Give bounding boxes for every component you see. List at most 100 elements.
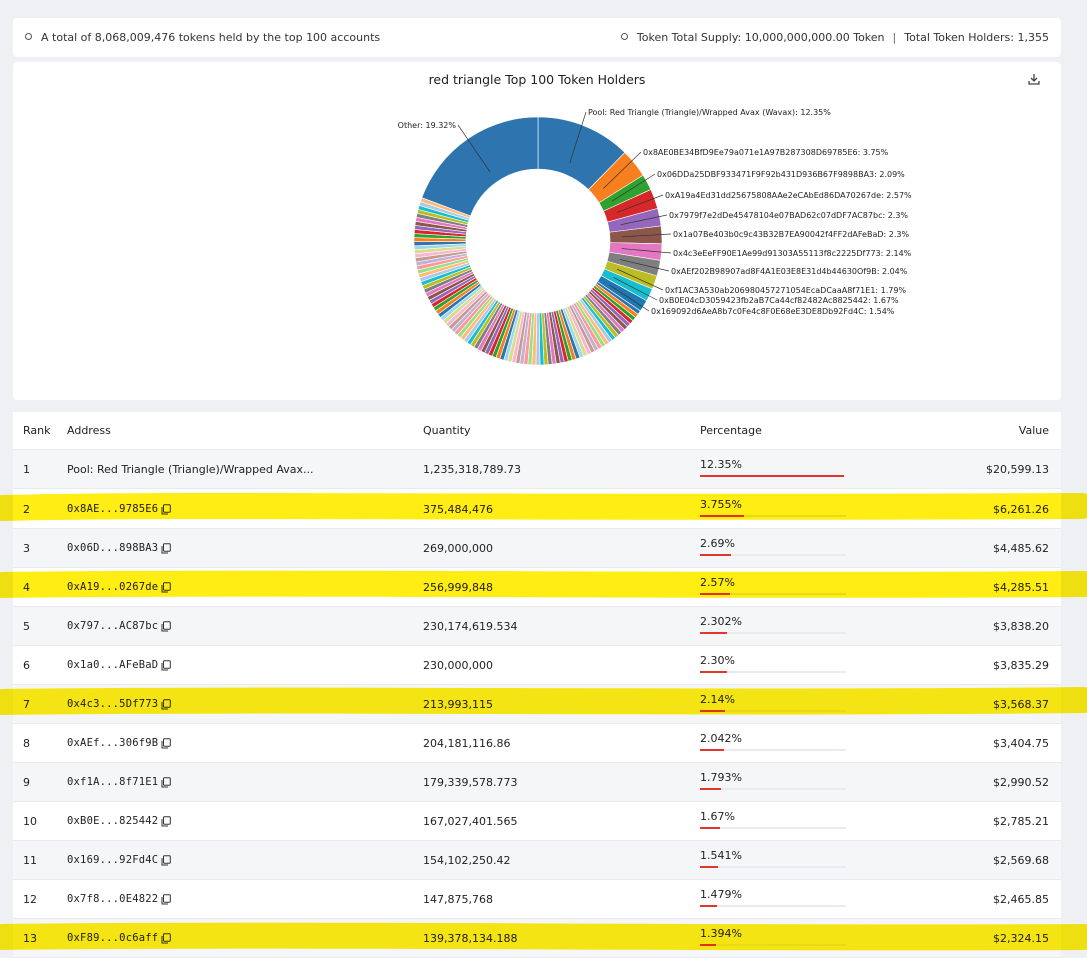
address-link[interactable]: 0x169...92Fd4C [67,854,159,866]
leader-line [617,268,664,291]
percentage-text: 2.302% [700,615,742,628]
table-row: 6 0x1a0...AFeBaD 230,000,000 2.30% $3,835.29 [13,646,1061,685]
header-percentage[interactable]: Percentage [700,424,762,437]
copy-icon[interactable] [161,932,172,944]
slice-label: Other: 19.32% [398,121,457,130]
percentage-cell: 1.541% [700,849,846,868]
leader-line [613,277,658,301]
leader-line [603,151,642,189]
slice-label: 0x1a07Be403b0c9c43B32B7EA90042f4FF2dAFeB… [673,230,909,239]
percentage-cell: 2.302% [700,615,846,634]
copy-icon[interactable] [161,854,172,866]
quantity-cell: 167,027,401.565 [423,814,518,828]
header-value[interactable]: Value [1018,424,1049,437]
rank-cell: 12 [23,892,37,906]
address-link[interactable]: 0xB0E...825442 [67,815,159,827]
address-cell: 0x06D...898BA3 [67,542,172,554]
quantity-cell: 230,174,619.534 [423,619,518,633]
copy-icon[interactable] [161,581,172,593]
copy-icon[interactable] [161,893,172,905]
address-link[interactable]: 0xAEf...306f9B [67,737,159,749]
address-cell: Pool: Red Triangle (Triangle)/Wrapped Av… [67,463,314,476]
header-address[interactable]: Address [67,424,111,437]
slice-label: 0x7979f7e2dDe45478104e07BAD62c07dDF7AC87… [669,211,908,220]
value-cell: $2,990.52 [993,775,1049,789]
percentage-bar-fill [700,475,845,477]
table-row: 5 0x797...AC87bc 230,174,619.534 2.302% $3,8… [13,607,1061,646]
percentage-cell: 3.755% [700,498,846,517]
percentage-bar-fill [700,944,717,946]
leader-line [619,259,670,272]
percentage-text: 1.541% [700,849,742,862]
info-bulb-icon [25,33,32,40]
table-row: 12 0x7f8...0E4822 147,875,768 1.479% $2,465.… [13,880,1061,919]
percentage-cell: 1.394% [700,927,846,946]
copy-icon[interactable] [161,698,172,710]
copy-icon[interactable] [161,503,172,515]
pie-slice[interactable] [421,116,539,217]
address-link[interactable]: 0xf1A...8f71E1 [67,776,159,788]
percentage-bar-fill [700,827,720,829]
rank-cell: 4 [23,580,30,594]
percentage-bar [700,593,846,595]
donut-chart: Pool: Red Triangle (Triangle)/Wrapped Av… [398,108,912,366]
slice-label: 0x8AE0BE34BfD9Ee79a071e1A97B287308D69785… [643,148,889,157]
copy-icon[interactable] [161,776,172,788]
address-link[interactable]: 0x797...AC87bc [67,620,159,632]
quantity-cell: 375,484,476 [423,502,493,516]
copy-icon[interactable] [161,815,172,827]
leader-line [620,214,668,226]
percentage-bar-fill [700,749,724,751]
table-row: 3 0x06D...898BA3 269,000,000 2.69% $4,485.62 [13,529,1061,568]
value-cell: $4,485.62 [993,541,1049,555]
percentage-bar [700,475,846,477]
copy-icon[interactable] [161,542,172,554]
header-rank[interactable]: Rank [23,424,51,437]
address-link[interactable]: Pool: Red Triangle (Triangle)/Wrapped Av… [67,462,314,476]
percentage-cell: 2.042% [700,732,846,751]
table-header: Rank Address Quantity Percentage Value [13,412,1061,450]
percentage-text: 12.35% [700,458,742,471]
copy-icon[interactable] [161,659,172,671]
percentage-bar [700,905,846,907]
percentage-text: 2.14% [700,693,735,706]
rank-cell: 2 [23,502,30,516]
header-quantity[interactable]: Quantity [423,424,471,437]
address-link[interactable]: 0x4c3...5Df773 [67,698,159,710]
address-link[interactable]: 0xA19...0267de [67,581,159,593]
copy-icon[interactable] [161,737,172,749]
holders-table: Rank Address Quantity Percentage Value 1… [13,412,1061,958]
percentage-bar [700,671,846,673]
rank-cell: 1 [23,462,30,476]
address-link[interactable]: 0xF89...0c6aff [67,932,159,944]
address-cell: 0x169...92Fd4C [67,854,172,866]
chart-title: red triangle Top 100 Token Holders [428,72,646,87]
copy-icon[interactable] [161,620,172,632]
address-link[interactable]: 0x1a0...AFeBaD [67,659,159,671]
percentage-bar-fill [700,905,718,907]
address-link[interactable]: 0x06D...898BA3 [67,542,159,554]
address-cell: 0xf1A...8f71E1 [67,776,172,788]
download-icon[interactable] [1027,72,1041,86]
value-cell: $2,785.21 [993,814,1049,828]
address-link[interactable]: 0x8AE...9785E6 [67,503,159,515]
quantity-cell: 204,181,116.86 [423,736,511,750]
slice-label: 0xA19a4Ed31dd25675808AAe2eCAbEd86DA70267… [665,191,912,200]
address-cell: 0x4c3...5Df773 [67,698,172,710]
slice-label: Pool: Red Triangle (Triangle)/Wrapped Av… [588,108,831,117]
slice-label: 0x06DDa25DBF933471F9F92b431D936B67F9898B… [657,170,905,179]
percentage-text: 1.793% [700,771,742,784]
percentage-cell: 1.67% [700,810,846,829]
percentage-bar-fill [700,671,727,673]
slice-label: 0xB0E04cD3059423fb2aB7Ca44cf82482Ac88254… [659,296,899,305]
quantity-cell: 213,993,115 [423,697,493,711]
percentage-bar-fill [700,515,744,517]
percentage-bar-fill [700,554,732,556]
address-link[interactable]: 0x7f8...0E4822 [67,893,159,905]
percentage-text: 2.30% [700,654,735,667]
chart-card: Pool: Red Triangle (Triangle)/Wrapped Av… [13,62,1061,400]
value-cell: $2,569.68 [993,853,1049,867]
table-row: 7 0x4c3...5Df773 213,993,115 2.14% $3,568.37 [13,685,1061,724]
percentage-bar [700,710,846,712]
quantity-cell: 154,102,250.42 [423,853,511,867]
